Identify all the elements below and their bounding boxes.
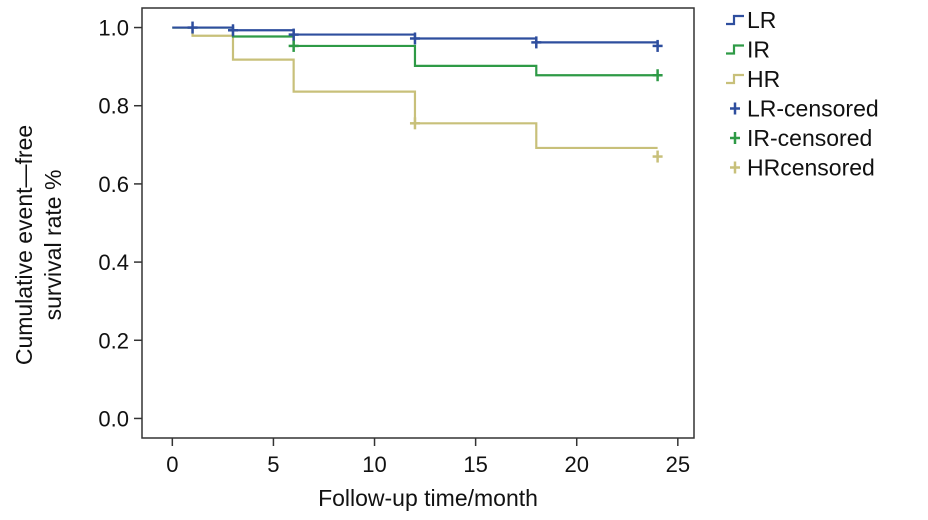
censor-mark-ir	[288, 39, 299, 52]
legend-swatch	[726, 73, 744, 85]
legend-swatch	[730, 161, 740, 174]
x-tick-label: 5	[267, 452, 279, 477]
legend-label: HRcensored	[747, 155, 875, 181]
legend-label: LR-censored	[747, 96, 879, 122]
censor-mark-lr	[187, 21, 198, 34]
legend-label: HR	[747, 66, 780, 92]
legend-item: LR-censored	[730, 96, 879, 122]
legend: LR IR HR LR-censored IR-censored HRcensored	[726, 7, 879, 181]
legend-swatch	[730, 132, 740, 144]
x-axis-title: Follow-up time/month	[318, 485, 538, 511]
series-ir	[172, 26, 663, 82]
legend-swatch	[730, 102, 740, 115]
legend-item: LR	[726, 7, 776, 33]
legend-item: HRcensored	[730, 155, 875, 181]
y-axis-title-line-1: Cumulative event—free	[11, 125, 37, 365]
legend-label: IR	[747, 37, 770, 63]
x-tick-label: 15	[463, 452, 487, 477]
plot-frame	[141, 7, 695, 439]
censor-mark-lr	[288, 28, 299, 41]
series-layer	[172, 21, 663, 163]
censor-mark-lr	[652, 39, 663, 52]
series-lr	[172, 21, 663, 52]
legend-label: IR-censored	[747, 125, 872, 151]
y-axis-title-line-2: survival rate %	[40, 170, 66, 321]
censor-mark-hr	[409, 117, 420, 130]
censor-mark-lr	[531, 36, 542, 49]
x-tick-label: 10	[362, 452, 386, 477]
y-tick-label: 0.6	[98, 172, 129, 197]
y-tick-label: 0.2	[98, 328, 129, 353]
y-axis: 0.0 0.2 0.4 0.6 0.8 1.0	[98, 16, 142, 431]
x-axis: 0 5 10 15 20 25	[166, 438, 690, 477]
legend-swatch	[726, 14, 744, 26]
legend-item: HR	[726, 66, 780, 92]
x-tick-label: 20	[564, 452, 588, 477]
series-line-hr	[172, 26, 658, 150]
y-tick-label: 0.8	[98, 94, 129, 119]
y-tick-label: 0.4	[98, 250, 129, 275]
legend-label: LR	[747, 7, 776, 33]
y-axis-title: Cumulative event—free survival rate %	[11, 125, 66, 365]
y-tick-label: 0.0	[98, 406, 129, 431]
censor-mark-lr	[409, 32, 420, 45]
legend-item: IR	[726, 37, 770, 63]
censor-mark-hr	[652, 150, 663, 163]
x-tick-label: 25	[666, 452, 690, 477]
censor-mark-ir	[652, 69, 663, 82]
y-tick-label: 1.0	[98, 16, 129, 41]
legend-item: IR-censored	[730, 125, 872, 151]
censor-mark-lr	[227, 24, 238, 37]
series-hr	[172, 26, 663, 163]
x-tick-label: 0	[166, 452, 178, 477]
legend-swatch	[726, 44, 744, 55]
